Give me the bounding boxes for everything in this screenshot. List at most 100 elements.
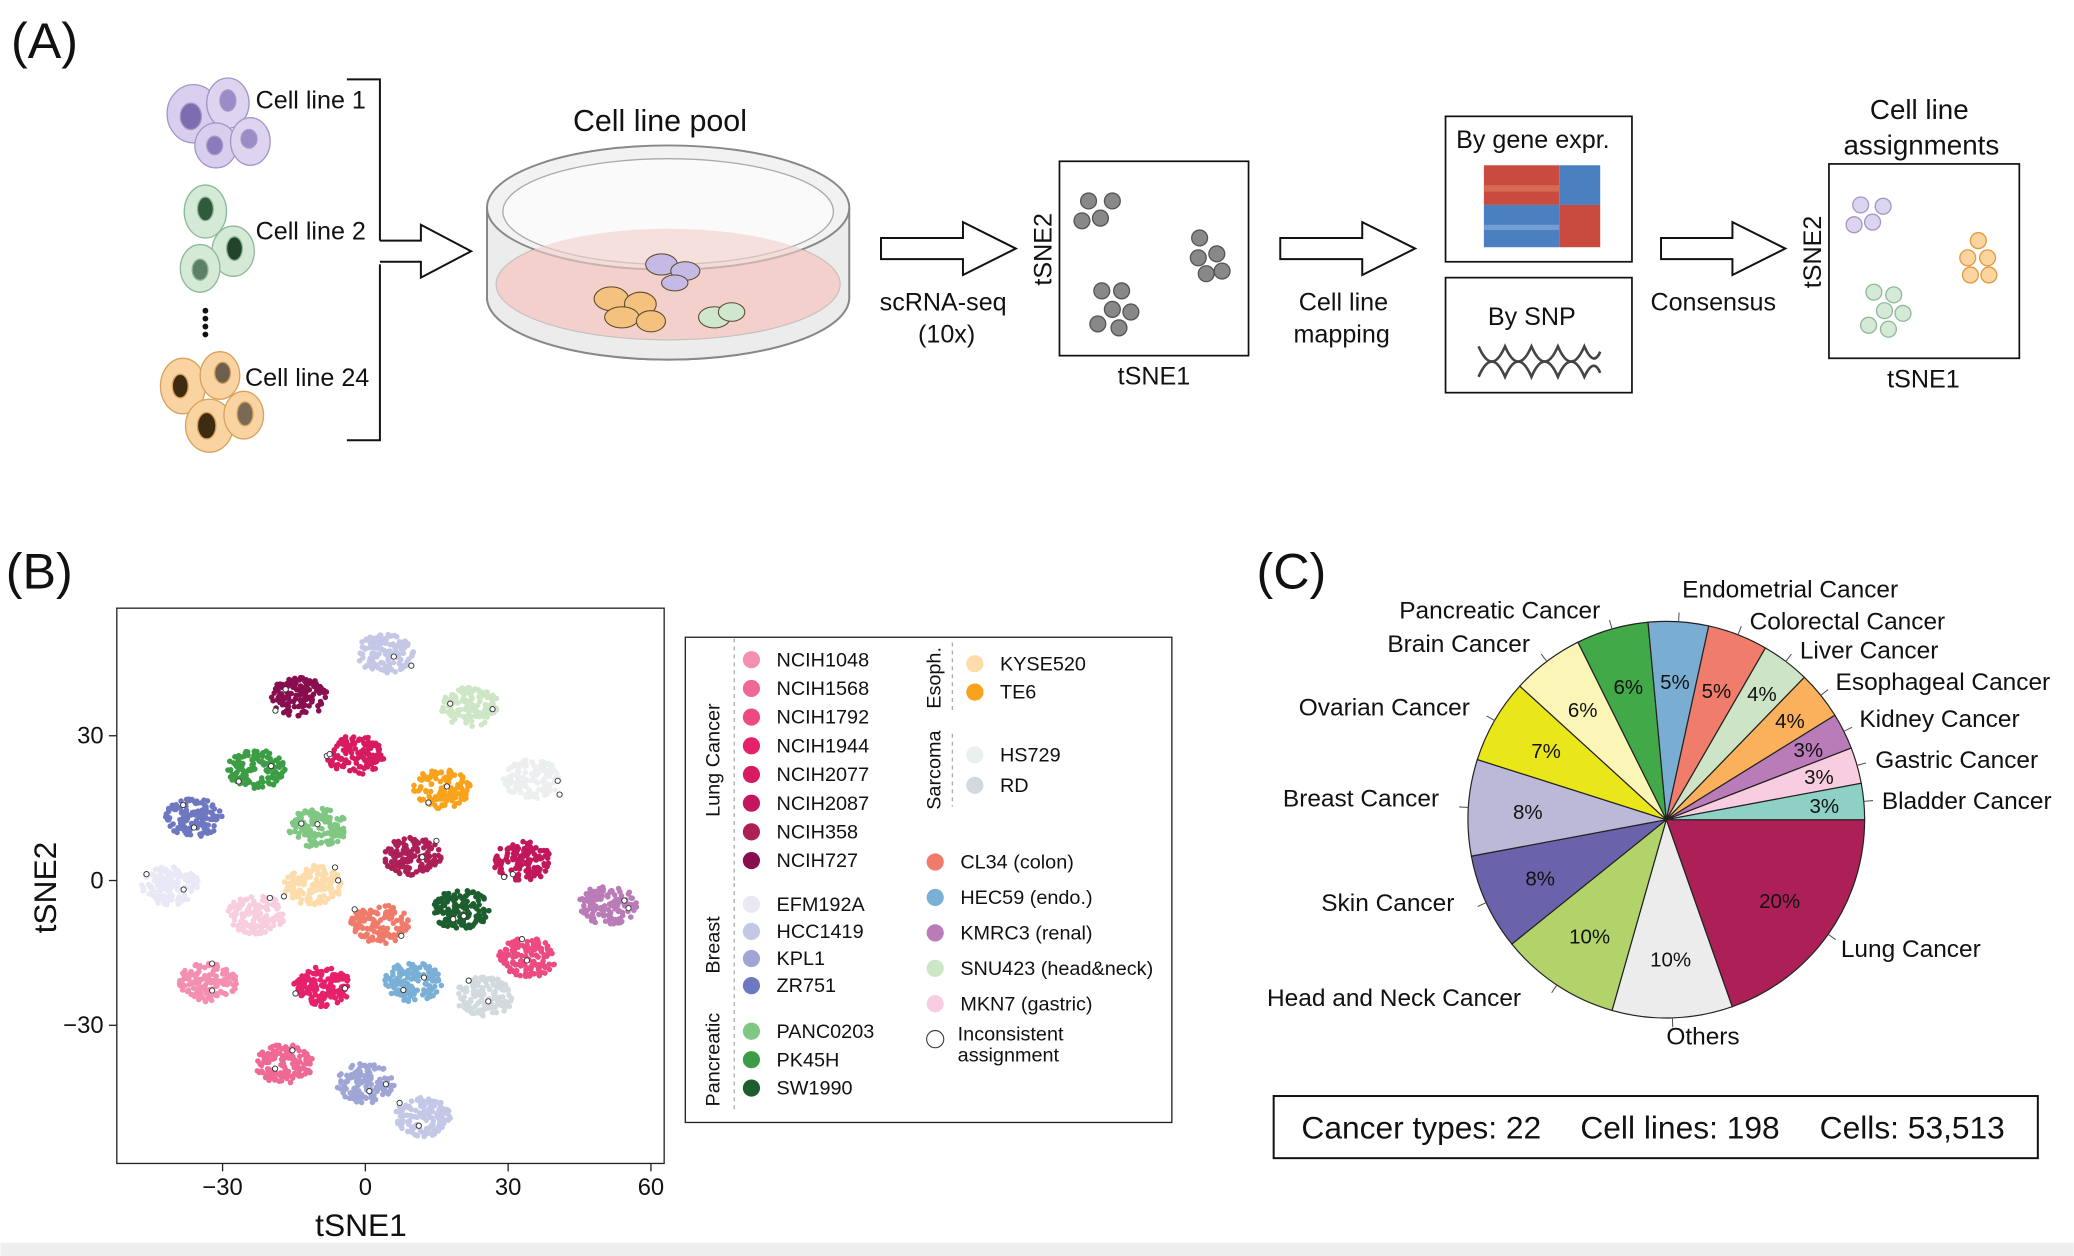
point: [451, 803, 458, 809]
inconsistent-point: [326, 751, 333, 758]
point: [357, 1061, 363, 1067]
point: [448, 705, 454, 712]
point: [523, 868, 529, 874]
point: [368, 761, 375, 767]
point: [356, 770, 362, 776]
point: [432, 802, 438, 808]
point: [428, 781, 435, 787]
legend-label: CL34 (colon): [960, 852, 1074, 874]
point: [513, 941, 520, 947]
point: [523, 874, 530, 880]
point: [274, 777, 280, 783]
legend-label: RD: [1000, 775, 1029, 797]
point: [403, 663, 409, 669]
point: [307, 874, 314, 880]
x-axis-label: tSNE1: [315, 1207, 407, 1243]
point: [263, 767, 270, 773]
legend-swatch: [742, 651, 761, 669]
legend-swatch: [742, 851, 761, 870]
point: [393, 841, 399, 848]
point: [413, 869, 420, 875]
point: [546, 770, 553, 777]
point: [507, 997, 514, 1004]
inconsistent-point: [314, 821, 321, 828]
point: [325, 841, 332, 848]
point: [348, 750, 355, 756]
point: [427, 864, 433, 870]
point: [596, 911, 602, 918]
x-tick-label: −30: [202, 1174, 242, 1201]
point: [195, 980, 202, 987]
point: [182, 818, 188, 824]
point: [168, 876, 175, 882]
point: [334, 871, 341, 878]
point: [320, 983, 327, 990]
point: [202, 972, 208, 979]
point: [398, 914, 405, 921]
point: [281, 879, 288, 885]
legend-group-label: Breast: [703, 916, 725, 974]
point: [543, 781, 550, 787]
point: [439, 802, 445, 809]
point: [297, 900, 304, 906]
point: [463, 892, 469, 899]
legend-label: NCIH1944: [777, 735, 870, 757]
point: [267, 925, 273, 932]
point: [179, 970, 186, 977]
point: [341, 1083, 348, 1090]
point: [265, 779, 272, 786]
point: [322, 694, 329, 701]
point: [275, 687, 281, 693]
legend-swatch: [742, 823, 761, 841]
point: [629, 895, 636, 901]
point: [195, 808, 201, 814]
point: [423, 965, 430, 971]
point: [287, 829, 293, 836]
point: [188, 870, 194, 877]
legend-label: NCIH1568: [777, 678, 870, 700]
point: [628, 914, 634, 920]
point: [431, 1131, 438, 1137]
point: [344, 1072, 350, 1079]
dna-icon: [1477, 343, 1602, 381]
point: [183, 975, 189, 982]
pie-label-pancreatic: Pancreatic Cancer: [1399, 598, 1600, 625]
point: [437, 789, 444, 796]
inconsistent-point: [282, 686, 289, 693]
point: [398, 646, 405, 652]
point: [389, 863, 396, 870]
point: [593, 895, 600, 901]
point: [489, 1009, 496, 1016]
point: [210, 828, 217, 834]
point: [486, 907, 492, 914]
point: [529, 869, 535, 875]
point: [278, 696, 284, 702]
point: [404, 975, 411, 981]
point: [404, 1128, 411, 1135]
legend-label: SNU423 (head&neck): [960, 958, 1153, 980]
inconsistent-point: [500, 873, 508, 881]
inconsistent-point: [398, 932, 405, 939]
point: [433, 898, 439, 905]
point: [524, 947, 531, 953]
inconsistent-point: [272, 707, 279, 714]
pie-pct-label: 8%: [1525, 868, 1555, 891]
point: [290, 1042, 296, 1049]
arrow-3: [1279, 220, 1418, 277]
point: [313, 876, 320, 883]
point: [379, 1091, 386, 1098]
point: [427, 788, 434, 795]
point: [355, 1078, 362, 1084]
point: [179, 808, 186, 815]
point: [279, 1062, 286, 1069]
point: [414, 1114, 420, 1121]
legend-label: PANC0203: [777, 1021, 875, 1043]
pie-leader-line: [1459, 806, 1469, 809]
pie-pct-label: 4%: [1775, 710, 1805, 733]
point: [375, 920, 381, 926]
point: [371, 1092, 377, 1099]
point: [254, 748, 260, 755]
point: [359, 639, 365, 645]
pie-pct-label: 3%: [1794, 739, 1824, 762]
point: [518, 760, 525, 767]
